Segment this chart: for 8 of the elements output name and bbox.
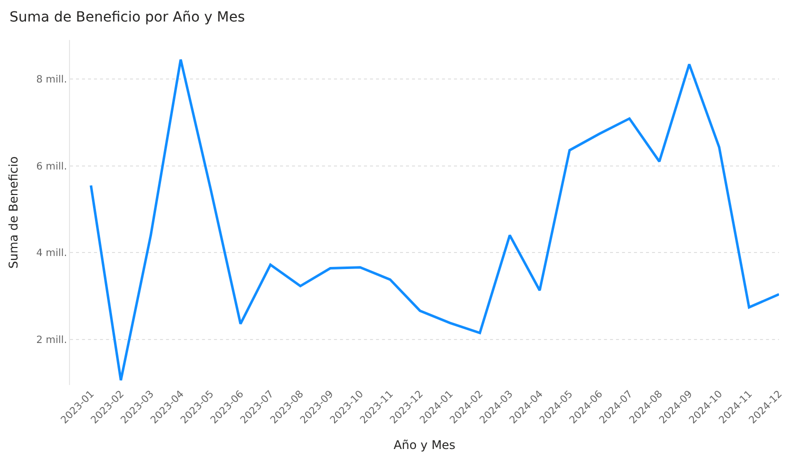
chart-title: Suma de Beneficio por Año y Mes bbox=[10, 10, 245, 26]
line-series bbox=[90, 58, 779, 382]
x-axis-title: Año y Mes bbox=[394, 438, 456, 452]
y-tick-label: 6 mill. bbox=[36, 161, 67, 172]
y-axis-title: Suma de Beneficio bbox=[6, 156, 21, 269]
y-tick-label: 4 mill. bbox=[36, 248, 67, 260]
y-tick-label: 2 mill. bbox=[36, 334, 67, 346]
y-tick-label: 8 mill. bbox=[36, 74, 67, 86]
